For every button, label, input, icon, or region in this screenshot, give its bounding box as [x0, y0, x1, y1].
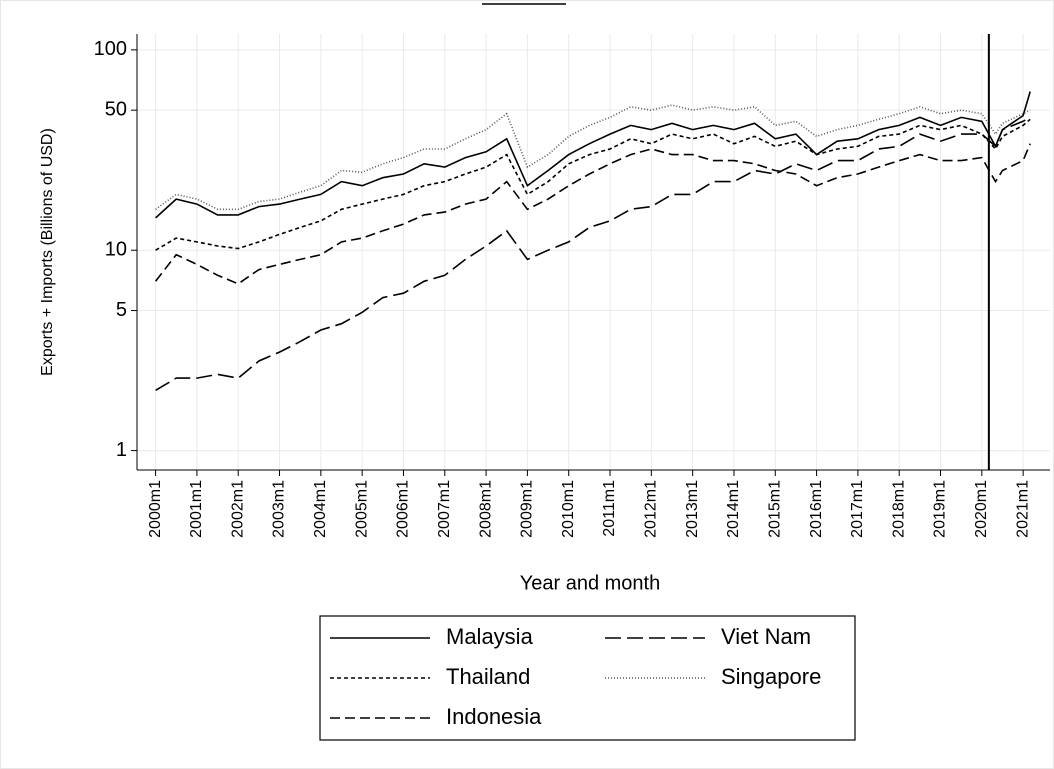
legend-label: Indonesia	[446, 704, 542, 729]
y-tick-label: 100	[94, 38, 127, 60]
y-tick-label: 50	[105, 98, 127, 120]
x-tick-label: 2008m1	[477, 480, 494, 538]
y-tick-label: 5	[116, 299, 127, 321]
x-tick-label: 2010m1	[560, 480, 577, 538]
x-tick-label: 2015m1	[766, 480, 783, 538]
series-line	[155, 116, 1031, 391]
x-tick-label: 2009m1	[519, 480, 536, 538]
y-tick-label: 10	[105, 239, 127, 261]
x-tick-label: 2001m1	[188, 480, 205, 538]
x-tick-label: 2019m1	[932, 480, 949, 538]
series-line	[155, 91, 1031, 219]
x-tick-label: 2000m1	[147, 480, 164, 538]
series-line	[155, 104, 1031, 211]
x-tick-label: 2021m1	[1014, 480, 1031, 538]
x-tick-label: 2007m1	[436, 480, 453, 538]
legend-label: Malaysia	[446, 624, 534, 649]
x-tick-label: 2006m1	[395, 480, 412, 538]
x-tick-label: 2013m1	[684, 480, 701, 538]
x-tick-label: 2016m1	[808, 480, 825, 538]
x-tick-label: 2017m1	[849, 480, 866, 538]
x-tick-label: 2005m1	[353, 480, 370, 538]
x-tick-label: 2011m1	[601, 480, 618, 537]
x-tick-label: 2004m1	[312, 480, 329, 538]
x-tick-label: 2003m1	[271, 480, 288, 538]
x-axis-title: Year and month	[520, 572, 660, 594]
x-tick-label: 2014m1	[725, 480, 742, 538]
y-axis-title: Exports + Imports (Billions of USD)	[39, 128, 56, 376]
x-tick-label: 2020m1	[973, 480, 990, 538]
y-tick-label: 1	[116, 439, 127, 461]
x-tick-label: 2002m1	[229, 480, 246, 538]
x-tick-label: 2018m1	[890, 480, 907, 538]
legend-label: Singapore	[721, 664, 821, 689]
legend-label: Viet Nam	[721, 624, 811, 649]
legend-label: Thailand	[446, 664, 530, 689]
series-line	[155, 118, 1031, 251]
x-tick-label: 2012m1	[643, 480, 660, 538]
